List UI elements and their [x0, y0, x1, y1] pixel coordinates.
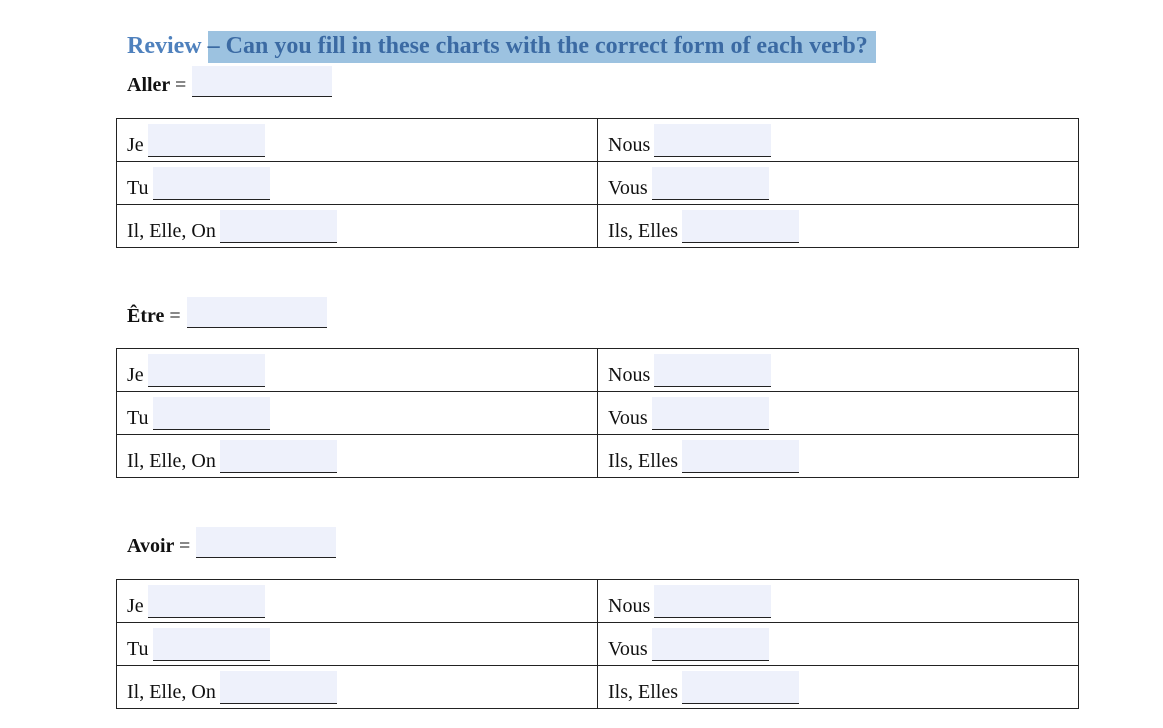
- pronoun-label: Je: [127, 133, 144, 156]
- table-cell: Ils, Elles: [597, 204, 1079, 248]
- pronoun-label: Ils, Elles: [608, 219, 678, 242]
- pronoun-label: Je: [127, 363, 144, 386]
- conjugation-input[interactable]: [654, 123, 772, 157]
- table-cell: Tu: [116, 161, 598, 205]
- conjugation-input[interactable]: [219, 439, 337, 473]
- verb-meaning-field[interactable]: [196, 527, 337, 558]
- table-row: Tu Vous: [116, 622, 1079, 666]
- verb-meaning-field[interactable]: [186, 297, 327, 328]
- pronoun-label: Nous: [608, 363, 651, 386]
- conjugation-input[interactable]: [682, 670, 799, 704]
- pronoun-label: Vous: [608, 406, 648, 429]
- table-cell: Nous: [597, 118, 1079, 162]
- table-cell: Vous: [597, 391, 1079, 435]
- conjugation-table: Je Nous Tu Vous Il, Elle, On Ils, Elles: [116, 348, 1079, 478]
- pronoun-label: Il, Elle, On: [127, 449, 216, 472]
- pronoun-label: Tu: [127, 406, 149, 429]
- conjugation-input[interactable]: [152, 627, 270, 661]
- table-cell: Vous: [597, 622, 1079, 666]
- equals-sign: =: [179, 535, 191, 557]
- conjugation-input[interactable]: [147, 123, 265, 157]
- conjugation-input[interactable]: [152, 166, 270, 200]
- table-row: Je Nous: [116, 348, 1079, 392]
- conjugation-input[interactable]: [219, 209, 337, 243]
- verb-label-1: Être =: [127, 297, 327, 328]
- conjugation-input[interactable]: [219, 670, 337, 704]
- verb-name: Avoir: [127, 535, 175, 557]
- table-row: Il, Elle, On Ils, Elles: [116, 434, 1079, 478]
- pronoun-label: Tu: [127, 176, 149, 199]
- table-cell: Il, Elle, On: [116, 665, 598, 709]
- pronoun-label: Nous: [608, 133, 651, 156]
- table-cell: Il, Elle, On: [116, 434, 598, 478]
- table-row: Je Nous: [116, 579, 1079, 623]
- table-cell: Tu: [116, 622, 598, 666]
- equals-sign: =: [174, 74, 187, 96]
- pronoun-label: Je: [127, 594, 144, 617]
- table-row: Tu Vous: [116, 391, 1079, 435]
- pronoun-label: Il, Elle, On: [127, 219, 216, 242]
- table-cell: Nous: [597, 348, 1079, 392]
- pronoun-label: Il, Elle, On: [127, 680, 216, 703]
- conjugation-input[interactable]: [654, 353, 772, 387]
- conjugation-input[interactable]: [651, 627, 769, 661]
- pronoun-label: Ils, Elles: [608, 449, 678, 472]
- conjugation-table: Je Nous Tu Vous Il, Elle, On Ils, Elles: [116, 118, 1079, 248]
- conjugation-input[interactable]: [651, 396, 769, 430]
- table-cell: Vous: [597, 161, 1079, 205]
- verb-name: Aller: [127, 74, 170, 96]
- pronoun-label: Tu: [127, 637, 149, 660]
- pronoun-label: Vous: [608, 176, 648, 199]
- conjugation-input[interactable]: [682, 209, 799, 243]
- conjugation-input[interactable]: [147, 353, 265, 387]
- table-cell: Il, Elle, On: [116, 204, 598, 248]
- table-cell: Ils, Elles: [597, 434, 1079, 478]
- table-cell: Je: [116, 118, 598, 162]
- conjugation-input[interactable]: [651, 166, 769, 200]
- table-cell: Je: [116, 579, 598, 623]
- table-cell: Tu: [116, 391, 598, 435]
- equals-sign: =: [169, 305, 181, 327]
- table-cell: Nous: [597, 579, 1079, 623]
- pronoun-label: Nous: [608, 594, 651, 617]
- conjugation-input[interactable]: [147, 584, 265, 618]
- verb-name: Être: [127, 305, 165, 327]
- page-title: Review – Can you fill in these charts wi…: [127, 31, 876, 63]
- verb-label-0: Aller =: [127, 66, 333, 97]
- conjugation-input[interactable]: [682, 439, 799, 473]
- conjugation-input[interactable]: [152, 396, 270, 430]
- table-row: Il, Elle, On Ils, Elles: [116, 665, 1079, 709]
- table-row: Je Nous: [116, 118, 1079, 162]
- table-cell: Je: [116, 348, 598, 392]
- conjugation-table: Je Nous Tu Vous Il, Elle, On Ils, Elles: [116, 579, 1079, 709]
- verb-meaning-field[interactable]: [192, 66, 333, 97]
- pronoun-label: Vous: [608, 637, 648, 660]
- conjugation-input[interactable]: [654, 584, 772, 618]
- verb-label-2: Avoir =: [127, 527, 337, 558]
- table-cell: Ils, Elles: [597, 665, 1079, 709]
- pronoun-label: Ils, Elles: [608, 680, 678, 703]
- table-row: Tu Vous: [116, 161, 1079, 205]
- highlighted-title-text[interactable]: – Can you fill in these charts with the …: [207, 31, 876, 63]
- table-row: Il, Elle, On Ils, Elles: [116, 204, 1079, 248]
